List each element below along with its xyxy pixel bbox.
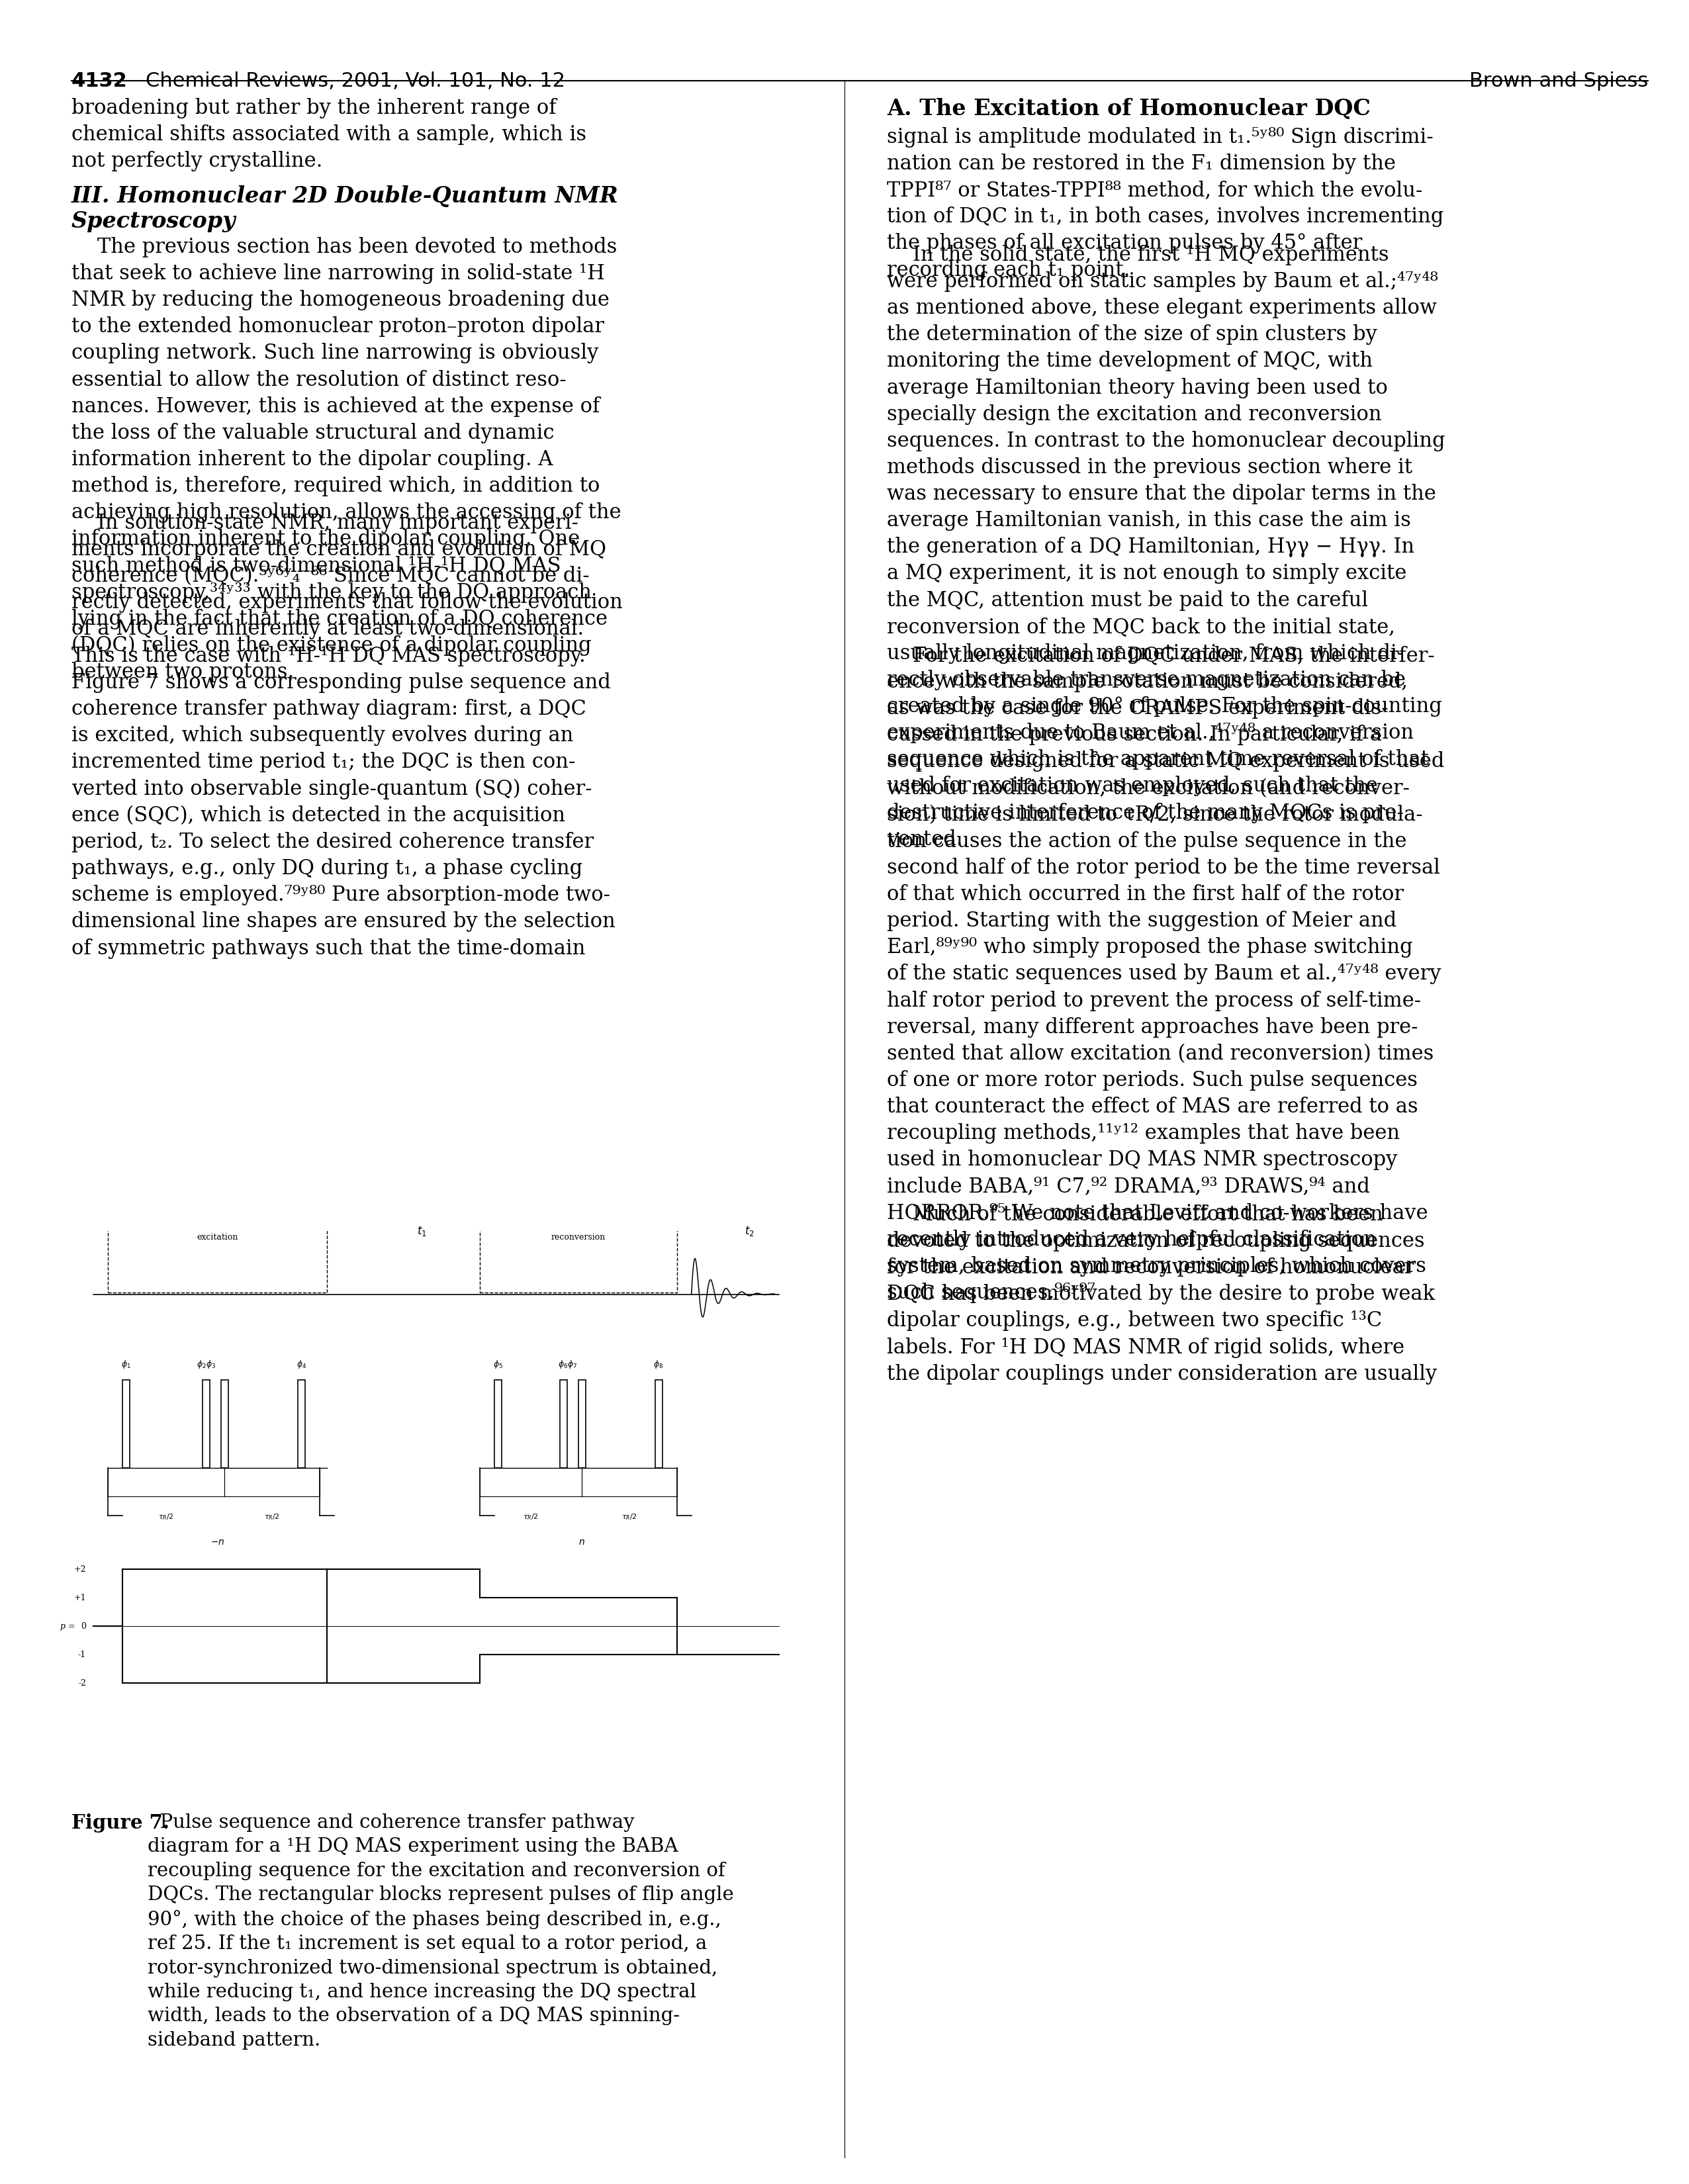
Bar	[297, 1380, 306, 1468]
Text: III. Homonuclear 2D Double-Quantum NMR: III. Homonuclear 2D Double-Quantum NMR	[71, 186, 618, 207]
Text: $n$: $n$	[579, 1538, 586, 1546]
Bar	[123, 1380, 130, 1468]
Text: The previous section has been devoted to methods
that seek to achieve line narro: The previous section has been devoted to…	[71, 236, 622, 681]
Bar	[655, 1380, 662, 1468]
Text: Much of the considerable effort that has been
devoted to the optimization of rec: Much of the considerable effort that has…	[887, 1206, 1437, 1385]
Bar	[578, 1380, 586, 1468]
Text: $\phi_1$: $\phi_1$	[122, 1358, 132, 1369]
Text: +1: +1	[74, 1594, 86, 1603]
Text: In solution-state NMR, many important experi-
ments incorporate the creation and: In solution-state NMR, many important ex…	[71, 513, 623, 959]
Text: Spectroscopy: Spectroscopy	[71, 210, 236, 232]
Text: Brown and Spiess: Brown and Spiess	[1469, 72, 1648, 92]
Text: $\tau_R/2$: $\tau_R/2$	[524, 1511, 539, 1522]
Text: $\phi_4$: $\phi_4$	[296, 1358, 306, 1369]
Text: $\tau_R/2$: $\tau_R/2$	[622, 1511, 637, 1522]
Text: $-n$: $-n$	[209, 1538, 225, 1546]
Text: $\phi_5$: $\phi_5$	[493, 1358, 503, 1369]
Bar	[495, 1380, 502, 1468]
Bar	[480, 1182, 677, 1293]
Text: In the solid state, the first ¹H MQ experiments
were performed on static samples: In the solid state, the first ¹H MQ expe…	[887, 245, 1446, 850]
Text: A. The Excitation of Homonuclear DQC: A. The Excitation of Homonuclear DQC	[887, 98, 1370, 120]
Text: $\tau_R/2$: $\tau_R/2$	[159, 1511, 174, 1522]
Text: 4132: 4132	[71, 72, 128, 92]
Text: broadening but rather by the inherent range of
chemical shifts associated with a: broadening but rather by the inherent ra…	[71, 98, 586, 173]
Text: $\phi_2\phi_3$: $\phi_2\phi_3$	[196, 1358, 216, 1369]
Bar	[108, 1182, 326, 1293]
Text: Chemical Reviews, 2001, Vol. 101, No. 12: Chemical Reviews, 2001, Vol. 101, No. 12	[145, 72, 566, 92]
Text: $t_1$: $t_1$	[417, 1223, 427, 1238]
Bar	[561, 1380, 568, 1468]
Text: Figure 7.: Figure 7.	[71, 1813, 169, 1832]
Text: -2: -2	[78, 1679, 86, 1688]
Bar	[203, 1380, 209, 1468]
Text: $\phi_8$: $\phi_8$	[654, 1358, 664, 1369]
Text: For the excitation of DQC under MAS, the interfer-
ence with the sample rotation: For the excitation of DQC under MAS, the…	[887, 644, 1444, 1304]
Text: +2: +2	[74, 1566, 86, 1575]
Text: $t_2$: $t_2$	[745, 1223, 755, 1238]
Text: 0: 0	[81, 1623, 86, 1631]
Text: Pulse sequence and coherence transfer pathway
diagram for a ¹H DQ MAS experiment: Pulse sequence and coherence transfer pa…	[147, 1813, 733, 2049]
Text: $\tau_R/2$: $\tau_R/2$	[263, 1511, 280, 1522]
Text: $\phi_6\phi_7$: $\phi_6\phi_7$	[557, 1358, 578, 1369]
Text: reconversion: reconversion	[551, 1234, 606, 1243]
Text: excitation: excitation	[196, 1234, 238, 1243]
Text: signal is amplitude modulated in t₁.⁵ʸ⁸⁰ Sign discrimi-
nation can be restored i: signal is amplitude modulated in t₁.⁵ʸ⁸⁰…	[887, 127, 1444, 280]
Text: p =: p =	[61, 1623, 74, 1631]
Text: -1: -1	[78, 1651, 86, 1660]
Bar	[221, 1380, 228, 1468]
